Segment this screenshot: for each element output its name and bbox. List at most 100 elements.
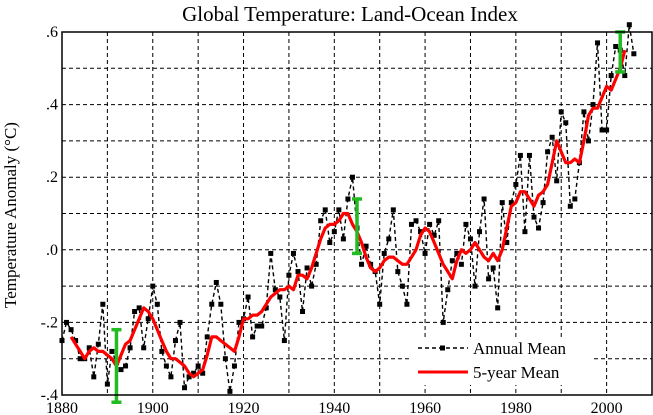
annual-mean-point — [145, 316, 151, 322]
annual-mean-point — [504, 240, 510, 246]
annual-mean-point — [336, 207, 342, 213]
y-axis-label: Temperature Anomaly (°C) — [1, 122, 20, 308]
annual-mean-point — [109, 348, 115, 354]
annual-mean-point — [536, 225, 542, 231]
annual-mean-point — [159, 348, 165, 354]
x-tick-label: 1940 — [318, 400, 350, 415]
annual-mean-point — [327, 240, 333, 246]
y-tick-label: .2 — [46, 169, 58, 186]
annual-mean-point — [613, 44, 619, 50]
annual-mean-point — [486, 276, 492, 282]
annual-mean-point — [263, 305, 269, 311]
annual-mean-point — [499, 200, 505, 206]
annual-mean-point — [318, 218, 324, 224]
annual-mean-point — [304, 265, 310, 271]
annual-mean-point — [440, 319, 446, 325]
annual-mean-point — [259, 323, 265, 329]
annual-mean-point — [77, 356, 83, 362]
annual-mean-point — [454, 250, 460, 256]
annual-mean-point — [182, 385, 188, 391]
annual-mean-point — [395, 269, 401, 275]
annual-mean-point — [445, 287, 451, 293]
annual-mean-point — [309, 283, 315, 289]
y-tick-labels: -.4 -.2 .0 .2 .4 .6 — [41, 24, 58, 404]
annual-mean-point — [227, 388, 233, 394]
annual-mean-point — [177, 319, 183, 325]
annual-mean-point — [290, 250, 296, 256]
annual-mean-point — [286, 272, 292, 278]
annual-mean-point — [345, 196, 351, 202]
annual-mean-point — [191, 370, 197, 376]
annual-mean-point — [277, 294, 283, 300]
plot-frame — [61, 31, 653, 396]
five-year-mean-series — [69, 49, 627, 379]
annual-mean-point — [100, 301, 106, 307]
annual-mean-point — [363, 243, 369, 249]
annual-mean-point — [631, 51, 637, 57]
annual-mean-point — [209, 301, 215, 307]
legend-background — [412, 337, 592, 385]
annual-mean-point — [608, 73, 614, 79]
annual-mean-point — [86, 345, 92, 351]
x-tick-label: 1900 — [137, 400, 169, 415]
annual-mean-point — [132, 309, 138, 315]
annual-mean-point — [522, 229, 528, 235]
annual-mean-point — [359, 261, 365, 267]
annual-mean-point — [463, 221, 469, 227]
x-tick-labels: 1880 1900 1920 1940 1960 1980 2000 — [46, 400, 623, 415]
annual-mean-point — [595, 40, 601, 46]
annual-mean-point — [477, 229, 483, 235]
uncertainty-bars — [111, 30, 626, 405]
x-tick-label: 2000 — [591, 400, 623, 415]
annual-mean-point — [467, 236, 473, 242]
annual-mean-point — [481, 196, 487, 202]
legend-five-year-label: 5-year Mean — [473, 363, 560, 382]
annual-mean-point — [127, 345, 133, 351]
annual-mean-point — [604, 127, 610, 133]
error-bar — [352, 197, 362, 256]
annual-mean-point — [545, 149, 551, 155]
annual-mean-point — [418, 229, 424, 235]
annual-mean-point — [168, 374, 174, 380]
annual-mean-point — [531, 214, 537, 220]
annual-mean-point — [64, 319, 70, 325]
annual-mean-point — [386, 236, 392, 242]
y-tick-label: -.2 — [41, 314, 58, 331]
legend-annual-marker — [440, 345, 445, 351]
annual-mean-point — [472, 283, 478, 289]
annual-mean-point — [322, 207, 328, 213]
annual-mean-point — [186, 374, 192, 380]
annual-mean-point — [381, 250, 387, 256]
annual-mean-point — [599, 127, 605, 133]
annual-mean-point — [218, 301, 224, 307]
annual-mean-point — [567, 203, 573, 209]
annual-mean-point — [563, 120, 569, 126]
annual-mean-point — [408, 221, 414, 227]
annual-mean-point — [513, 181, 519, 187]
x-tick-label: 1920 — [228, 400, 260, 415]
annual-mean-point — [95, 341, 101, 347]
annual-mean-point — [390, 207, 396, 213]
annual-mean-point — [449, 258, 455, 264]
annual-mean-point — [349, 174, 355, 180]
annual-mean-point — [281, 338, 287, 344]
annual-mean-point — [554, 178, 560, 184]
annual-mean-point — [272, 287, 278, 293]
annual-mean-point — [250, 334, 256, 340]
annual-mean-point — [172, 338, 178, 344]
annual-mean-point — [91, 374, 97, 380]
annual-mean-point — [572, 196, 578, 202]
grid-lines — [62, 32, 652, 395]
annual-mean-point — [200, 370, 206, 376]
annual-mean-point — [490, 265, 496, 271]
x-tick-label: 1960 — [409, 400, 441, 415]
annual-mean-point — [399, 283, 405, 289]
annual-mean-point — [422, 250, 428, 256]
annual-mean-point — [73, 338, 79, 344]
y-tick-label: .4 — [46, 97, 58, 114]
annual-mean-point — [150, 283, 156, 289]
annual-mean-point — [254, 323, 260, 329]
annual-mean-point — [377, 301, 383, 307]
annual-mean-point — [104, 381, 110, 387]
annual-mean-point — [123, 363, 129, 369]
